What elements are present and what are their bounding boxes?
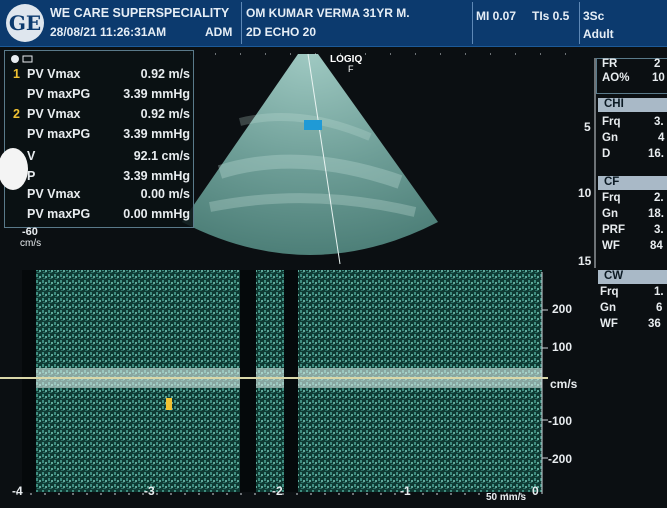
param-value: 2. — [654, 192, 664, 204]
velocity-tick: -200 — [548, 452, 573, 466]
operator-id: ADM — [205, 25, 233, 39]
param-value: 10 — [652, 72, 665, 84]
velocity-tick: 200 — [552, 302, 573, 316]
depth-ruler-vertical — [594, 58, 596, 268]
param-label: FR — [602, 58, 618, 70]
color-scale-value: -60 — [22, 226, 38, 238]
general-param-box — [596, 58, 667, 94]
param-value: 1. — [654, 286, 664, 298]
param-label: Gn — [602, 208, 618, 220]
spectrum-gap — [284, 270, 298, 492]
spectrum-gap — [22, 270, 36, 492]
header-divider — [241, 2, 242, 44]
depth-ruler — [190, 53, 570, 55]
time-tick: 0 — [532, 484, 539, 498]
cw-title: CW — [604, 270, 624, 282]
param-label: Gn — [600, 302, 616, 314]
sweep-speed: 50 mm/s — [486, 492, 527, 503]
velocity-tick: 100 — [552, 340, 573, 354]
time-tick: -3 — [144, 484, 155, 498]
trackball-cursor[interactable] — [0, 148, 28, 190]
spectrum-gap — [240, 270, 256, 492]
param-value: 3. — [654, 224, 664, 236]
param-value: 16. — [648, 148, 664, 160]
param-label: D — [602, 148, 611, 160]
thermal-index: TIs 0.5 — [532, 9, 570, 23]
measurement-marker[interactable] — [166, 398, 172, 410]
velocity-tick: -100 — [548, 414, 573, 428]
param-label: WF — [602, 240, 620, 252]
velocity-unit: cm/s — [550, 377, 578, 391]
doppler-cursor-line[interactable] — [307, 53, 341, 265]
param-label: Gn — [602, 132, 618, 144]
measurement-row: 2 PV Vmax 0.92 m/s — [13, 107, 190, 121]
param-value: 18. — [648, 208, 664, 220]
tissue-band — [239, 113, 372, 141]
header-divider — [472, 2, 473, 44]
param-value: 2 — [654, 58, 661, 70]
header-bar: GE WE CARE SUPERSPECIALITY 28/08/21 11:2… — [0, 0, 667, 47]
date-time: 28/08/21 11:26:31AM — [50, 25, 167, 39]
focus-label: F — [348, 64, 354, 74]
tissue-band — [209, 193, 417, 217]
logiq-brand: LOGIQ — [330, 54, 362, 65]
sector-field — [182, 54, 438, 255]
param-label: Frq — [602, 192, 621, 204]
measurement-row: PV Vmax 0.00 m/s — [27, 187, 190, 201]
param-label: WF — [600, 318, 618, 330]
cw-header — [598, 270, 667, 284]
measurement-panel: 1 PV Vmax 0.92 m/s PV maxPG 3.39 mmHg 2 PV V… — [4, 50, 194, 228]
time-tick: -1 — [400, 484, 411, 498]
measurement-row: 1 PV Vmax 0.92 m/s — [13, 67, 190, 81]
tissue-band — [217, 154, 403, 189]
color-scale-unit: cm/s — [20, 238, 42, 249]
doppler-spectrum — [0, 270, 548, 495]
measurement-row: PV maxPG 0.00 mmHg — [27, 207, 190, 221]
measurement-row: PV maxPG 3.39 mmHg — [27, 127, 190, 141]
patient-name: OM KUMAR VERMA 31YR M. — [246, 6, 410, 20]
param-label: AO% — [602, 72, 630, 84]
param-value: 4 — [658, 132, 665, 144]
mechanical-index: MI 0.07 — [476, 9, 517, 23]
chi-title: CHI — [604, 98, 624, 110]
chi-header — [598, 98, 667, 112]
depth-mark: 5 — [584, 120, 591, 134]
sample-gate[interactable] — [304, 120, 322, 130]
cf-header — [598, 176, 667, 190]
camera-icon — [11, 55, 33, 63]
param-value: 84 — [650, 240, 663, 252]
param-label: PRF — [602, 224, 625, 236]
param-label: Frq — [602, 116, 621, 128]
time-tick: -4 — [12, 484, 23, 498]
param-value: 36 — [648, 318, 661, 330]
measurement-row: P 3.39 mmHg — [27, 169, 190, 183]
time-tick: -2 — [272, 484, 283, 498]
header-divider — [579, 2, 580, 44]
hospital-name: WE CARE SUPERSPECIALITY — [50, 6, 230, 20]
cf-title: CF — [604, 176, 620, 188]
b-mode-sector: LOGIQ F — [182, 53, 438, 265]
measurement-row: PV maxPG 3.39 mmHg — [27, 87, 190, 101]
exam-name: 2D ECHO 20 — [246, 25, 317, 39]
param-value: 6 — [656, 302, 663, 314]
param-value: 3. — [654, 116, 664, 128]
param-label: Frq — [600, 286, 619, 298]
ge-logo: GE — [6, 4, 44, 42]
depth-mark: 10 — [578, 186, 592, 200]
measurement-row: V 92.1 cm/s — [27, 149, 190, 163]
probe-name: 3Sc — [583, 9, 605, 23]
preset-name: Adult — [583, 27, 614, 41]
depth-mark: 15 — [578, 254, 592, 268]
